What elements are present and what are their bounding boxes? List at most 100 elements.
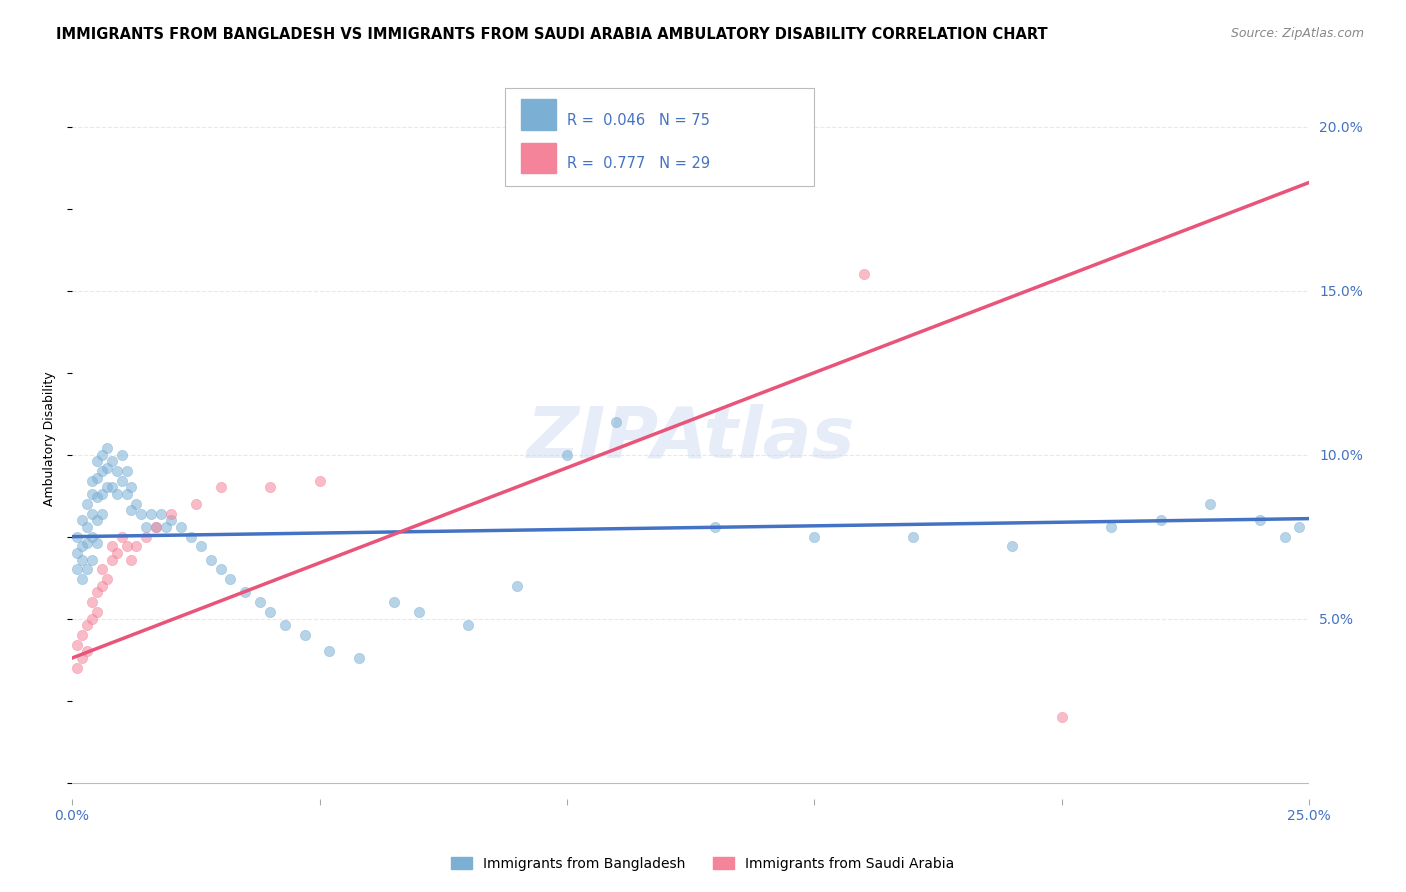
- Point: [90, 579, 112, 593]
- Point: [76, 618, 98, 632]
- Point: [160, 507, 183, 521]
- Point: [131, 507, 153, 521]
- Point: [155, 520, 177, 534]
- Bar: [522, 143, 555, 173]
- Point: [115, 540, 138, 554]
- Point: [233, 585, 256, 599]
- Point: [70, 651, 93, 665]
- FancyBboxPatch shape: [505, 88, 814, 186]
- Point: [141, 507, 163, 521]
- Point: [86, 513, 108, 527]
- Point: [145, 520, 167, 534]
- Point: [145, 520, 167, 534]
- Text: IMMIGRANTS FROM BANGLADESH VS IMMIGRANTS FROM SAUDI ARABIA AMBULATORY DISABILITY: IMMIGRANTS FROM BANGLADESH VS IMMIGRANTS…: [56, 27, 1047, 42]
- Point: [1099, 520, 1122, 534]
- Point: [105, 546, 128, 560]
- Point: [274, 618, 297, 632]
- Point: [170, 520, 193, 534]
- Point: [115, 464, 138, 478]
- Point: [86, 491, 108, 505]
- Point: [86, 470, 108, 484]
- Point: [160, 513, 183, 527]
- Point: [135, 530, 157, 544]
- Point: [76, 536, 98, 550]
- Point: [457, 618, 479, 632]
- Point: [80, 507, 103, 521]
- Point: [110, 474, 132, 488]
- Point: [110, 530, 132, 544]
- Point: [80, 530, 103, 544]
- Point: [96, 460, 118, 475]
- Point: [80, 595, 103, 609]
- Point: [903, 530, 925, 544]
- Point: [209, 562, 232, 576]
- Point: [90, 487, 112, 501]
- Point: [121, 503, 143, 517]
- Point: [96, 480, 118, 494]
- Y-axis label: Ambulatory Disability: Ambulatory Disability: [44, 371, 56, 506]
- Bar: [522, 99, 555, 129]
- Point: [1050, 710, 1073, 724]
- Point: [605, 415, 627, 429]
- Point: [76, 562, 98, 576]
- Point: [86, 585, 108, 599]
- Point: [249, 595, 271, 609]
- Point: [259, 480, 281, 494]
- Point: [1199, 497, 1222, 511]
- Point: [150, 507, 173, 521]
- Point: [294, 628, 316, 642]
- Point: [90, 464, 112, 478]
- Point: [70, 540, 93, 554]
- Text: R =  0.046   N = 75: R = 0.046 N = 75: [567, 113, 710, 128]
- Point: [76, 520, 98, 534]
- Point: [180, 530, 202, 544]
- Point: [1274, 530, 1296, 544]
- Point: [105, 464, 128, 478]
- Point: [259, 605, 281, 619]
- Point: [90, 562, 112, 576]
- Point: [66, 661, 89, 675]
- Point: [70, 572, 93, 586]
- Point: [96, 441, 118, 455]
- Point: [86, 454, 108, 468]
- Point: [66, 546, 89, 560]
- Point: [184, 497, 207, 511]
- Point: [347, 651, 370, 665]
- Point: [76, 644, 98, 658]
- Point: [86, 536, 108, 550]
- Point: [852, 267, 875, 281]
- Point: [209, 480, 232, 494]
- Point: [66, 530, 89, 544]
- Point: [1150, 513, 1173, 527]
- Point: [90, 507, 112, 521]
- Text: R =  0.777   N = 29: R = 0.777 N = 29: [567, 156, 710, 171]
- Point: [90, 448, 112, 462]
- Point: [100, 540, 122, 554]
- Legend: Immigrants from Bangladesh, Immigrants from Saudi Arabia: Immigrants from Bangladesh, Immigrants f…: [446, 851, 960, 876]
- Point: [115, 487, 138, 501]
- Point: [100, 454, 122, 468]
- Point: [70, 513, 93, 527]
- Point: [105, 487, 128, 501]
- Point: [803, 530, 825, 544]
- Point: [318, 644, 340, 658]
- Point: [110, 448, 132, 462]
- Point: [80, 474, 103, 488]
- Point: [125, 497, 148, 511]
- Point: [80, 552, 103, 566]
- Point: [135, 520, 157, 534]
- Point: [1249, 513, 1271, 527]
- Point: [555, 448, 578, 462]
- Point: [80, 487, 103, 501]
- Point: [121, 480, 143, 494]
- Point: [408, 605, 430, 619]
- Point: [80, 612, 103, 626]
- Point: [190, 540, 212, 554]
- Text: ZIPAtlas: ZIPAtlas: [526, 404, 855, 473]
- Point: [70, 552, 93, 566]
- Point: [200, 552, 222, 566]
- Point: [100, 552, 122, 566]
- Point: [100, 480, 122, 494]
- Point: [1001, 540, 1024, 554]
- Point: [96, 572, 118, 586]
